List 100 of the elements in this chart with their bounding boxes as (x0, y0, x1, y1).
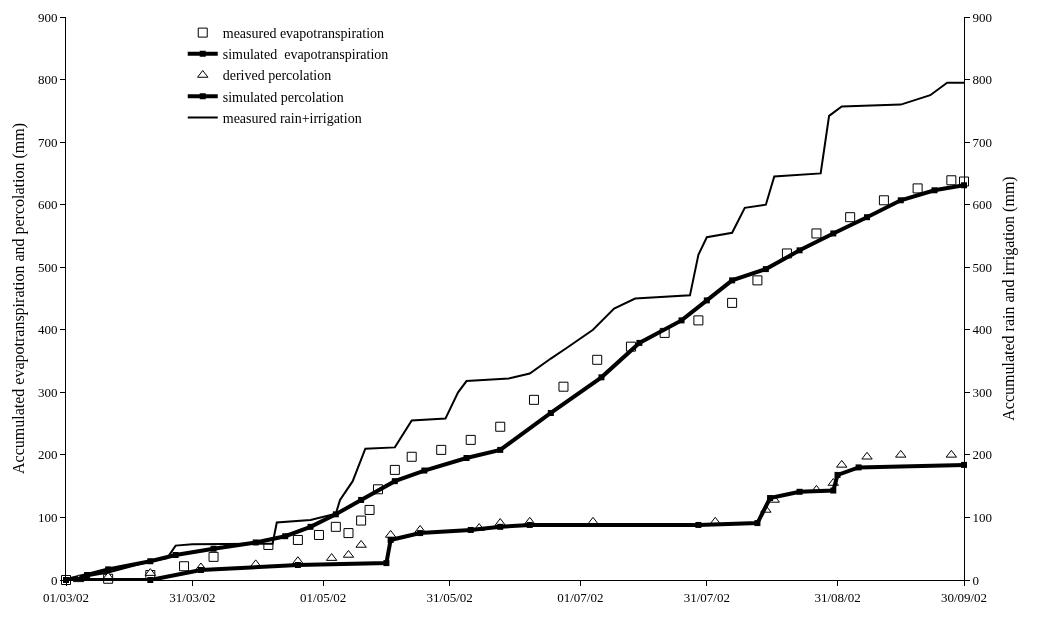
point (811, 228, 822, 239)
point (330, 521, 341, 532)
point (436, 444, 447, 455)
point (703, 297, 710, 304)
y2-tick-label: 200 (972, 447, 993, 463)
point (294, 561, 301, 568)
x-tick-label: 01/05/02 (300, 589, 347, 605)
y-tick-label: 500 (37, 259, 58, 275)
point (830, 230, 837, 237)
point (897, 197, 904, 204)
y-tick-label: 300 (37, 384, 58, 400)
point (636, 339, 643, 346)
point (752, 275, 763, 286)
point (864, 214, 871, 221)
point (307, 523, 314, 530)
point (767, 495, 774, 502)
legend-label: simulated percolation (222, 89, 344, 105)
y2-axis-title: Accumulated rain and irrigation (mm) (1000, 176, 1018, 421)
y-tick-label: 100 (37, 509, 58, 525)
point (855, 464, 862, 471)
y2-tick-label: 900 (972, 9, 993, 25)
point (343, 528, 354, 539)
point (179, 561, 190, 572)
point (495, 421, 506, 432)
point (558, 381, 569, 392)
point (861, 451, 873, 460)
x-tick-label: 31/03/02 (169, 589, 216, 605)
point (592, 354, 603, 365)
point (693, 315, 704, 326)
point (754, 520, 761, 527)
point (467, 526, 474, 533)
x-tick-label: 01/03/02 (42, 589, 90, 605)
y2-tick-label: 100 (972, 509, 993, 525)
point (417, 530, 424, 537)
y-axis-title: Accumulated evapotranspiration and percolation (mm) (10, 123, 28, 474)
point (895, 449, 907, 458)
point (878, 195, 889, 206)
legend-label: measured rain+irrigation (222, 110, 362, 126)
point (796, 488, 803, 495)
y-tick-label: 900 (37, 9, 58, 25)
point (391, 478, 398, 485)
point (313, 529, 324, 540)
y2-tick-label: 400 (972, 322, 993, 338)
point (406, 451, 417, 462)
point (727, 297, 738, 308)
x-tick-label: 30/09/02 (940, 589, 988, 605)
y-tick-label: 600 (37, 197, 58, 213)
y2-tick-label: 300 (972, 384, 993, 400)
point (497, 523, 504, 530)
y-tick-label: 700 (37, 134, 58, 150)
point (528, 394, 539, 405)
point (355, 539, 367, 548)
point (526, 521, 533, 528)
point (208, 551, 219, 562)
point (547, 409, 554, 416)
point (197, 566, 204, 573)
legend-label: derived percolation (222, 68, 332, 84)
point (387, 536, 394, 543)
point (678, 317, 685, 324)
point (358, 496, 365, 503)
y-tick-label: 400 (37, 322, 58, 338)
point (931, 187, 938, 194)
x-tick-label: 31/07/02 (683, 589, 730, 605)
x-tick-label: 31/05/02 (426, 589, 473, 605)
point (463, 455, 470, 462)
y2-tick-label: 0 (972, 572, 980, 588)
point (695, 521, 702, 528)
point (946, 175, 957, 186)
point (729, 277, 736, 284)
y2-tick-label: 800 (972, 72, 993, 88)
point (383, 560, 390, 567)
point (172, 551, 179, 558)
point (912, 183, 923, 194)
y-tick-label: 0 (50, 572, 58, 588)
y-tick-label: 200 (37, 447, 58, 463)
point (830, 487, 837, 494)
y2-tick-label: 600 (972, 197, 993, 213)
point (465, 434, 476, 445)
point (421, 467, 428, 474)
point (105, 566, 112, 573)
point (796, 247, 803, 254)
y-tick-label: 800 (37, 72, 58, 88)
x-tick-label: 31/08/02 (814, 589, 861, 605)
point (845, 212, 856, 223)
point (292, 534, 303, 545)
legend-label: measured evapotranspiration (222, 26, 385, 42)
point (282, 533, 289, 540)
point (389, 464, 400, 475)
point (762, 266, 769, 273)
y2-tick-label: 500 (972, 259, 993, 275)
point (497, 446, 504, 453)
y2-tick-label: 700 (972, 134, 993, 150)
point (364, 504, 375, 515)
point (598, 374, 605, 381)
point (210, 545, 217, 552)
x-tick-label: 01/07/02 (557, 589, 604, 605)
legend-label: simulated evapotranspiration (222, 47, 389, 63)
point (834, 471, 841, 478)
point (356, 515, 367, 526)
point (836, 459, 848, 468)
